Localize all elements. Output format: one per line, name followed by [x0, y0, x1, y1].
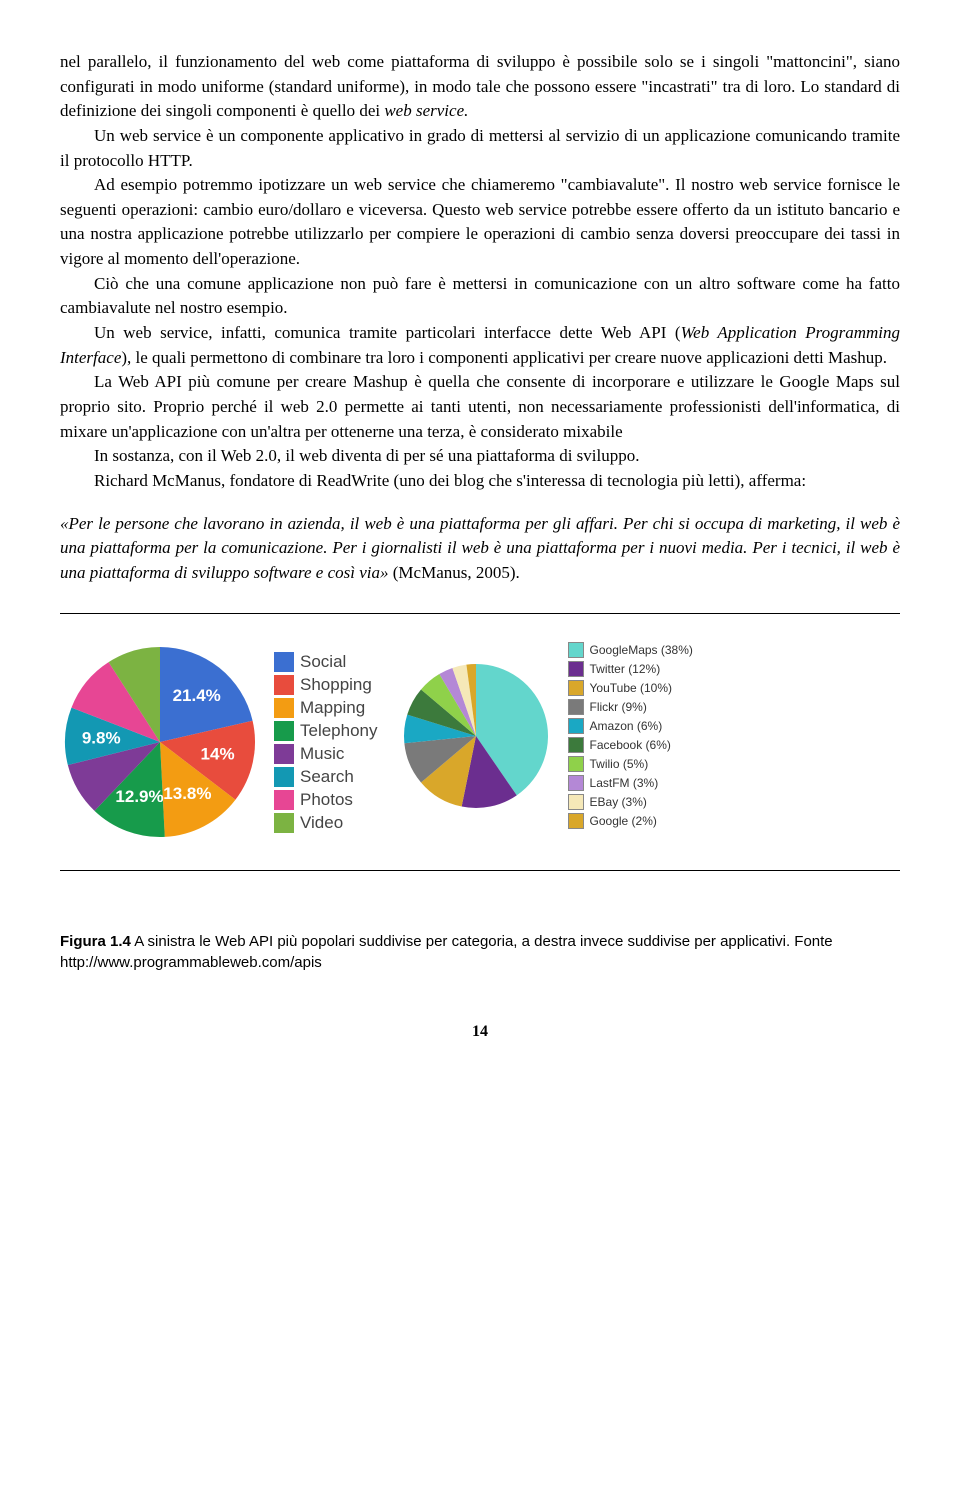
text: ), le quali permettono di combinare tra …	[121, 348, 887, 367]
page-number: 14	[60, 1023, 900, 1041]
legend-item: Facebook (6%)	[568, 737, 693, 753]
figure-caption: Figura 1.4 A sinistra le Web API più pop…	[60, 931, 900, 973]
legend-swatch	[274, 698, 294, 718]
legend-label: Video	[300, 813, 343, 833]
legend-label: GoogleMaps (38%)	[590, 643, 693, 657]
legend-label: Amazon (6%)	[590, 719, 663, 733]
body-paragraph: Un web service è un componente applicati…	[60, 124, 900, 173]
legend-swatch	[568, 661, 584, 677]
text-italic: web service.	[384, 101, 468, 120]
legend-swatch	[274, 675, 294, 695]
charts-container: 21.4% 14% 13.8%12.9% 9.8% Social Shopping Map…	[60, 642, 900, 842]
legend-label: Photos	[300, 790, 353, 810]
legend-label: Music	[300, 744, 344, 764]
legend-swatch	[274, 721, 294, 741]
legend-swatch	[568, 680, 584, 696]
pie-chart-right	[398, 658, 554, 814]
legend-item: Video	[274, 813, 378, 833]
legend-item: Amazon (6%)	[568, 718, 693, 734]
legend-swatch	[568, 756, 584, 772]
pie-chart-left: 21.4% 14% 13.8%12.9% 9.8%	[60, 642, 260, 842]
legend-swatch	[568, 794, 584, 810]
body-paragraph: Ad esempio potremmo ipotizzare un web se…	[60, 173, 900, 272]
pie-slice-label: 14%	[201, 745, 235, 764]
legend-item: EBay (3%)	[568, 794, 693, 810]
block-quote: «Per le persone che lavorano in azienda,…	[60, 512, 900, 586]
legend-label: Shopping	[300, 675, 372, 695]
divider	[60, 613, 900, 614]
pie-chart-left-block: 21.4% 14% 13.8%12.9% 9.8% Social Shopping Map…	[60, 642, 378, 842]
legend-swatch	[274, 813, 294, 833]
legend-swatch	[568, 699, 584, 715]
legend-item: Photos	[274, 790, 378, 810]
pie-slice-label: 21.4%	[173, 686, 221, 705]
body-paragraph: Richard McManus, fondatore di ReadWrite …	[60, 469, 900, 494]
legend-label: Flickr (9%)	[590, 700, 647, 714]
legend-swatch	[274, 790, 294, 810]
quote-citation: (McManus, 2005).	[389, 563, 520, 582]
caption-label: Figura 1.4	[60, 933, 131, 950]
legend-item: Twilio (5%)	[568, 756, 693, 772]
legend-label: YouTube (10%)	[590, 681, 673, 695]
legend-label: Facebook (6%)	[590, 738, 671, 752]
legend-swatch	[274, 652, 294, 672]
pie-left-legend: Social Shopping Mapping Telephony Music Searc…	[274, 652, 378, 833]
body-paragraph: Un web service, infatti, comunica tramit…	[60, 321, 900, 370]
divider	[60, 870, 900, 871]
legend-label: Search	[300, 767, 354, 787]
legend-item: LastFM (3%)	[568, 775, 693, 791]
legend-swatch	[568, 813, 584, 829]
legend-swatch	[568, 718, 584, 734]
text: nel parallelo, il funzionamento del web …	[60, 52, 900, 120]
legend-swatch	[274, 767, 294, 787]
legend-item: Shopping	[274, 675, 378, 695]
legend-swatch	[568, 642, 584, 658]
body-paragraph: nel parallelo, il funzionamento del web …	[60, 50, 900, 124]
legend-label: Mapping	[300, 698, 365, 718]
legend-label: Twitter (12%)	[590, 662, 661, 676]
legend-item: Music	[274, 744, 378, 764]
legend-swatch	[568, 775, 584, 791]
legend-swatch	[568, 737, 584, 753]
caption-text: A sinistra le Web API più popolari suddi…	[60, 933, 833, 971]
legend-label: Social	[300, 652, 346, 672]
pie-slice-label: 13.8%	[163, 785, 211, 804]
body-paragraph: La Web API più comune per creare Mashup …	[60, 370, 900, 444]
pie-chart-right-block: GoogleMaps (38%) Twitter (12%) YouTube (10…	[398, 642, 693, 829]
legend-item: Social	[274, 652, 378, 672]
legend-label: Google (2%)	[590, 814, 657, 828]
legend-item: Flickr (9%)	[568, 699, 693, 715]
legend-item: Telephony	[274, 721, 378, 741]
pie-slice-label: 12.9%	[115, 788, 163, 807]
pie-slice-label: 9.8%	[82, 729, 121, 748]
legend-label: EBay (3%)	[590, 795, 647, 809]
body-paragraph: In sostanza, con il Web 2.0, il web dive…	[60, 444, 900, 469]
pie-right-legend: GoogleMaps (38%) Twitter (12%) YouTube (10…	[568, 642, 693, 829]
legend-label: LastFM (3%)	[590, 776, 659, 790]
legend-item: Mapping	[274, 698, 378, 718]
legend-label: Twilio (5%)	[590, 757, 649, 771]
legend-item: Twitter (12%)	[568, 661, 693, 677]
legend-item: Search	[274, 767, 378, 787]
legend-item: Google (2%)	[568, 813, 693, 829]
legend-swatch	[274, 744, 294, 764]
legend-item: YouTube (10%)	[568, 680, 693, 696]
legend-label: Telephony	[300, 721, 378, 741]
legend-item: GoogleMaps (38%)	[568, 642, 693, 658]
text: Un web service, infatti, comunica tramit…	[94, 323, 681, 342]
body-paragraph: Ciò che una comune applicazione non può …	[60, 272, 900, 321]
